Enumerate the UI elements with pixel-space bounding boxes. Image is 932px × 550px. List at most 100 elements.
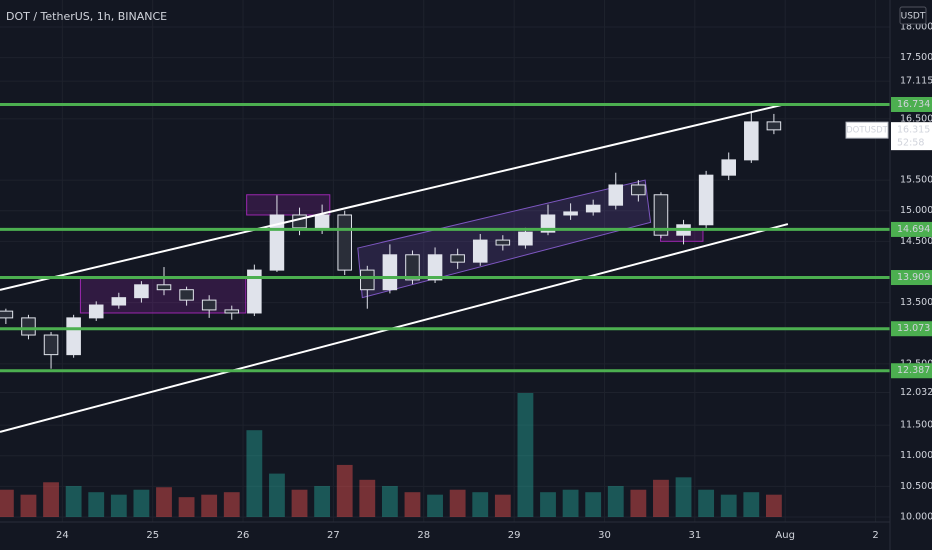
y-tick-label: 10.000	[900, 511, 932, 522]
y-tick-label: 13.500	[900, 297, 932, 308]
volume-bar	[675, 477, 692, 517]
y-tick-label: 11.000	[900, 450, 932, 461]
x-tick-label: Aug	[775, 530, 795, 541]
y-tick-label: 17.115	[900, 76, 932, 87]
volume-bar	[359, 479, 376, 517]
x-tick-label: 30	[598, 530, 611, 541]
candle-body	[563, 211, 578, 216]
level-label: 13.909	[897, 272, 930, 283]
volume-bar	[178, 497, 195, 517]
level-label: 13.073	[897, 323, 930, 334]
candle-body	[88, 304, 104, 319]
volume-bar	[223, 492, 240, 517]
volume-bar	[43, 482, 59, 517]
symbol-tag: DOTUSDT	[846, 126, 889, 136]
volume-bar	[65, 486, 82, 517]
volume-bar	[314, 486, 331, 517]
volume-bar	[156, 487, 172, 517]
y-tick-label: 16.500	[900, 113, 932, 124]
candle-body	[337, 214, 352, 271]
candle-body	[247, 269, 262, 314]
volume-bar	[765, 494, 782, 517]
volume-bar	[133, 489, 150, 517]
candle-body	[540, 214, 556, 233]
volume-bar	[472, 492, 489, 517]
currency-box[interactable]	[899, 6, 927, 25]
candle-body	[766, 121, 782, 131]
last-price-box	[891, 122, 932, 151]
volume-bar	[201, 494, 218, 517]
candle-body	[156, 284, 172, 291]
candle-body	[450, 254, 465, 263]
level-label-box	[891, 221, 932, 237]
volume-bar	[88, 492, 105, 517]
candle-body	[518, 231, 533, 246]
symbol-tag-box	[845, 121, 889, 139]
volume-bar	[540, 492, 556, 517]
volume-bar	[743, 492, 760, 517]
candle-body	[201, 299, 217, 311]
candle-body	[314, 214, 330, 229]
level-label: 12.387	[897, 365, 930, 376]
candle-body	[698, 174, 714, 226]
level-label-box	[891, 363, 932, 379]
candle-body	[472, 239, 488, 263]
volume-bar	[630, 489, 647, 517]
candle-body	[608, 184, 624, 206]
volume-bar	[246, 430, 263, 517]
level-label: 14.694	[897, 224, 930, 235]
candle-body	[21, 317, 36, 336]
x-tick-label: 27	[327, 530, 340, 541]
last-price: 16.315	[897, 125, 930, 136]
candle-body	[292, 214, 307, 229]
candle-body	[585, 204, 601, 213]
candle-body	[427, 254, 443, 281]
candle-body	[43, 334, 59, 356]
candle-body	[360, 269, 375, 291]
volume-bar	[494, 494, 511, 517]
volume-bar	[517, 393, 534, 517]
volume-bar	[110, 494, 127, 517]
candle-body	[111, 297, 127, 306]
x-tick-label: 2	[872, 530, 878, 541]
candle-body	[495, 239, 511, 246]
y-tick-label: 17.500	[900, 52, 932, 63]
volume-bar	[720, 494, 737, 517]
x-tick-label: 29	[508, 530, 521, 541]
x-tick-label: 24	[56, 530, 69, 541]
candle-body	[631, 184, 646, 196]
y-tick-label: 10.500	[900, 481, 932, 492]
volume-bar	[0, 489, 14, 517]
currency[interactable]: USDT	[901, 12, 926, 22]
volume-bar	[562, 489, 579, 517]
candle-body	[721, 159, 736, 176]
candle-body	[405, 254, 420, 281]
y-tick-label: 12.032	[900, 387, 932, 398]
candle-body	[382, 254, 398, 291]
candle-body	[179, 289, 194, 301]
candle-body	[653, 194, 669, 236]
volume-bar	[698, 489, 715, 517]
volume-bar	[291, 489, 308, 517]
symbol-title: DOT / TetherUS, 1h, BINANCE	[6, 10, 167, 23]
countdown: 52:58	[897, 138, 924, 149]
y-tick-label: 15.000	[900, 205, 932, 216]
range-box	[79, 277, 247, 314]
volume-bar	[585, 492, 602, 517]
range-box	[246, 194, 331, 216]
volume-bar	[607, 486, 624, 517]
volume-bar	[653, 479, 669, 517]
x-tick-label: 31	[688, 530, 701, 541]
level-label-box	[891, 96, 932, 112]
volume-bar	[381, 486, 398, 517]
candle-body	[744, 121, 759, 161]
y-tick-label: 18.000	[900, 21, 932, 32]
grid	[0, 0, 890, 522]
x-tick-label: 28	[417, 530, 430, 541]
candle-body	[0, 310, 14, 319]
volume-bar	[269, 473, 285, 517]
level-label-box	[891, 270, 932, 286]
